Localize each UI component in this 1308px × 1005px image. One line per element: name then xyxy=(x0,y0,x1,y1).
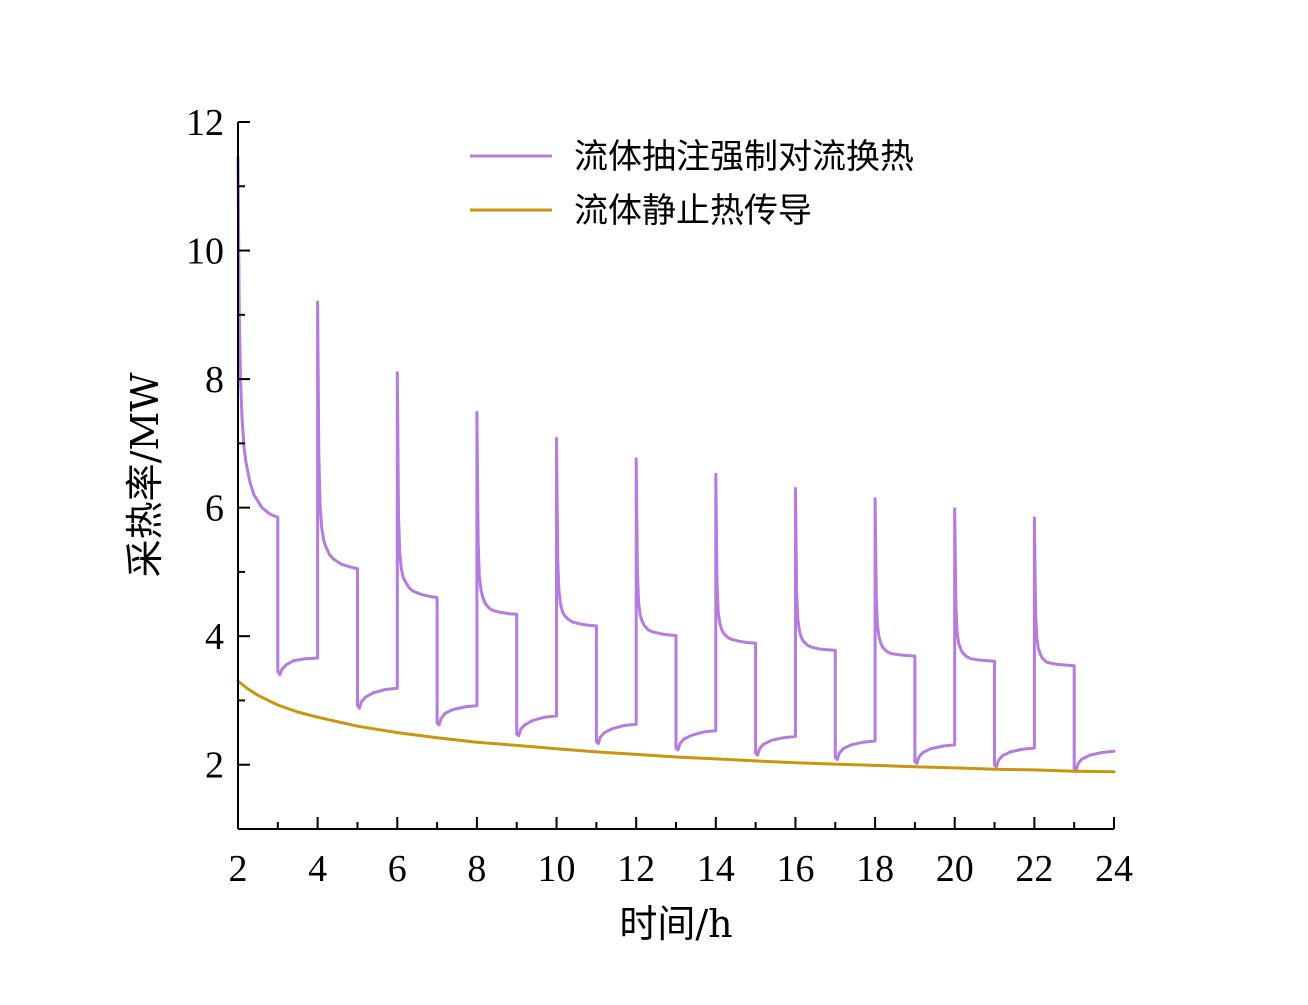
x-tick-label: 16 xyxy=(776,848,814,890)
y-tick-label: 2 xyxy=(205,745,224,787)
legend-item-static-conduction: 流体静止热传导 xyxy=(470,191,812,231)
x-tick-label: 2 xyxy=(229,848,248,890)
x-tick-label: 6 xyxy=(388,848,407,890)
series-line-forced-convection xyxy=(236,155,1116,772)
y-tick-label: 10 xyxy=(186,231,224,273)
legend-label-static-conduction: 流体静止热传导 xyxy=(574,191,812,231)
x-tick-label: 22 xyxy=(1015,848,1053,890)
legend: 流体抽注强制对流换热 流体静止热传导 xyxy=(470,137,914,231)
x-tick-label: 10 xyxy=(538,848,576,890)
x-tick-label: 18 xyxy=(856,848,894,890)
x-axis-ticks: 2 4 6 8 10 12 14 16 18 20 22 24 xyxy=(229,817,1133,890)
x-tick-label: 14 xyxy=(697,848,735,890)
x-tick-label: 12 xyxy=(617,848,655,890)
y-tick-label: 4 xyxy=(205,616,224,658)
y-tick-label: 12 xyxy=(186,102,224,144)
y-tick-label: 8 xyxy=(205,359,224,401)
series-line-static-conduction xyxy=(236,679,1116,774)
x-tick-label: 24 xyxy=(1095,848,1133,890)
legend-label-forced-convection: 流体抽注强制对流换热 xyxy=(574,137,914,177)
x-tick-label: 8 xyxy=(467,848,486,890)
x-axis-title: 时间/h xyxy=(619,902,732,946)
y-axis-title: 采热率/MW xyxy=(123,373,167,578)
y-tick-label: 6 xyxy=(205,488,224,530)
legend-item-forced-convection: 流体抽注强制对流换热 xyxy=(470,137,914,177)
x-tick-label: 4 xyxy=(308,848,327,890)
y-axis-ticks: 2 4 6 8 10 12 xyxy=(186,102,250,830)
x-tick-label: 20 xyxy=(936,848,974,890)
series-layer xyxy=(236,155,1116,774)
